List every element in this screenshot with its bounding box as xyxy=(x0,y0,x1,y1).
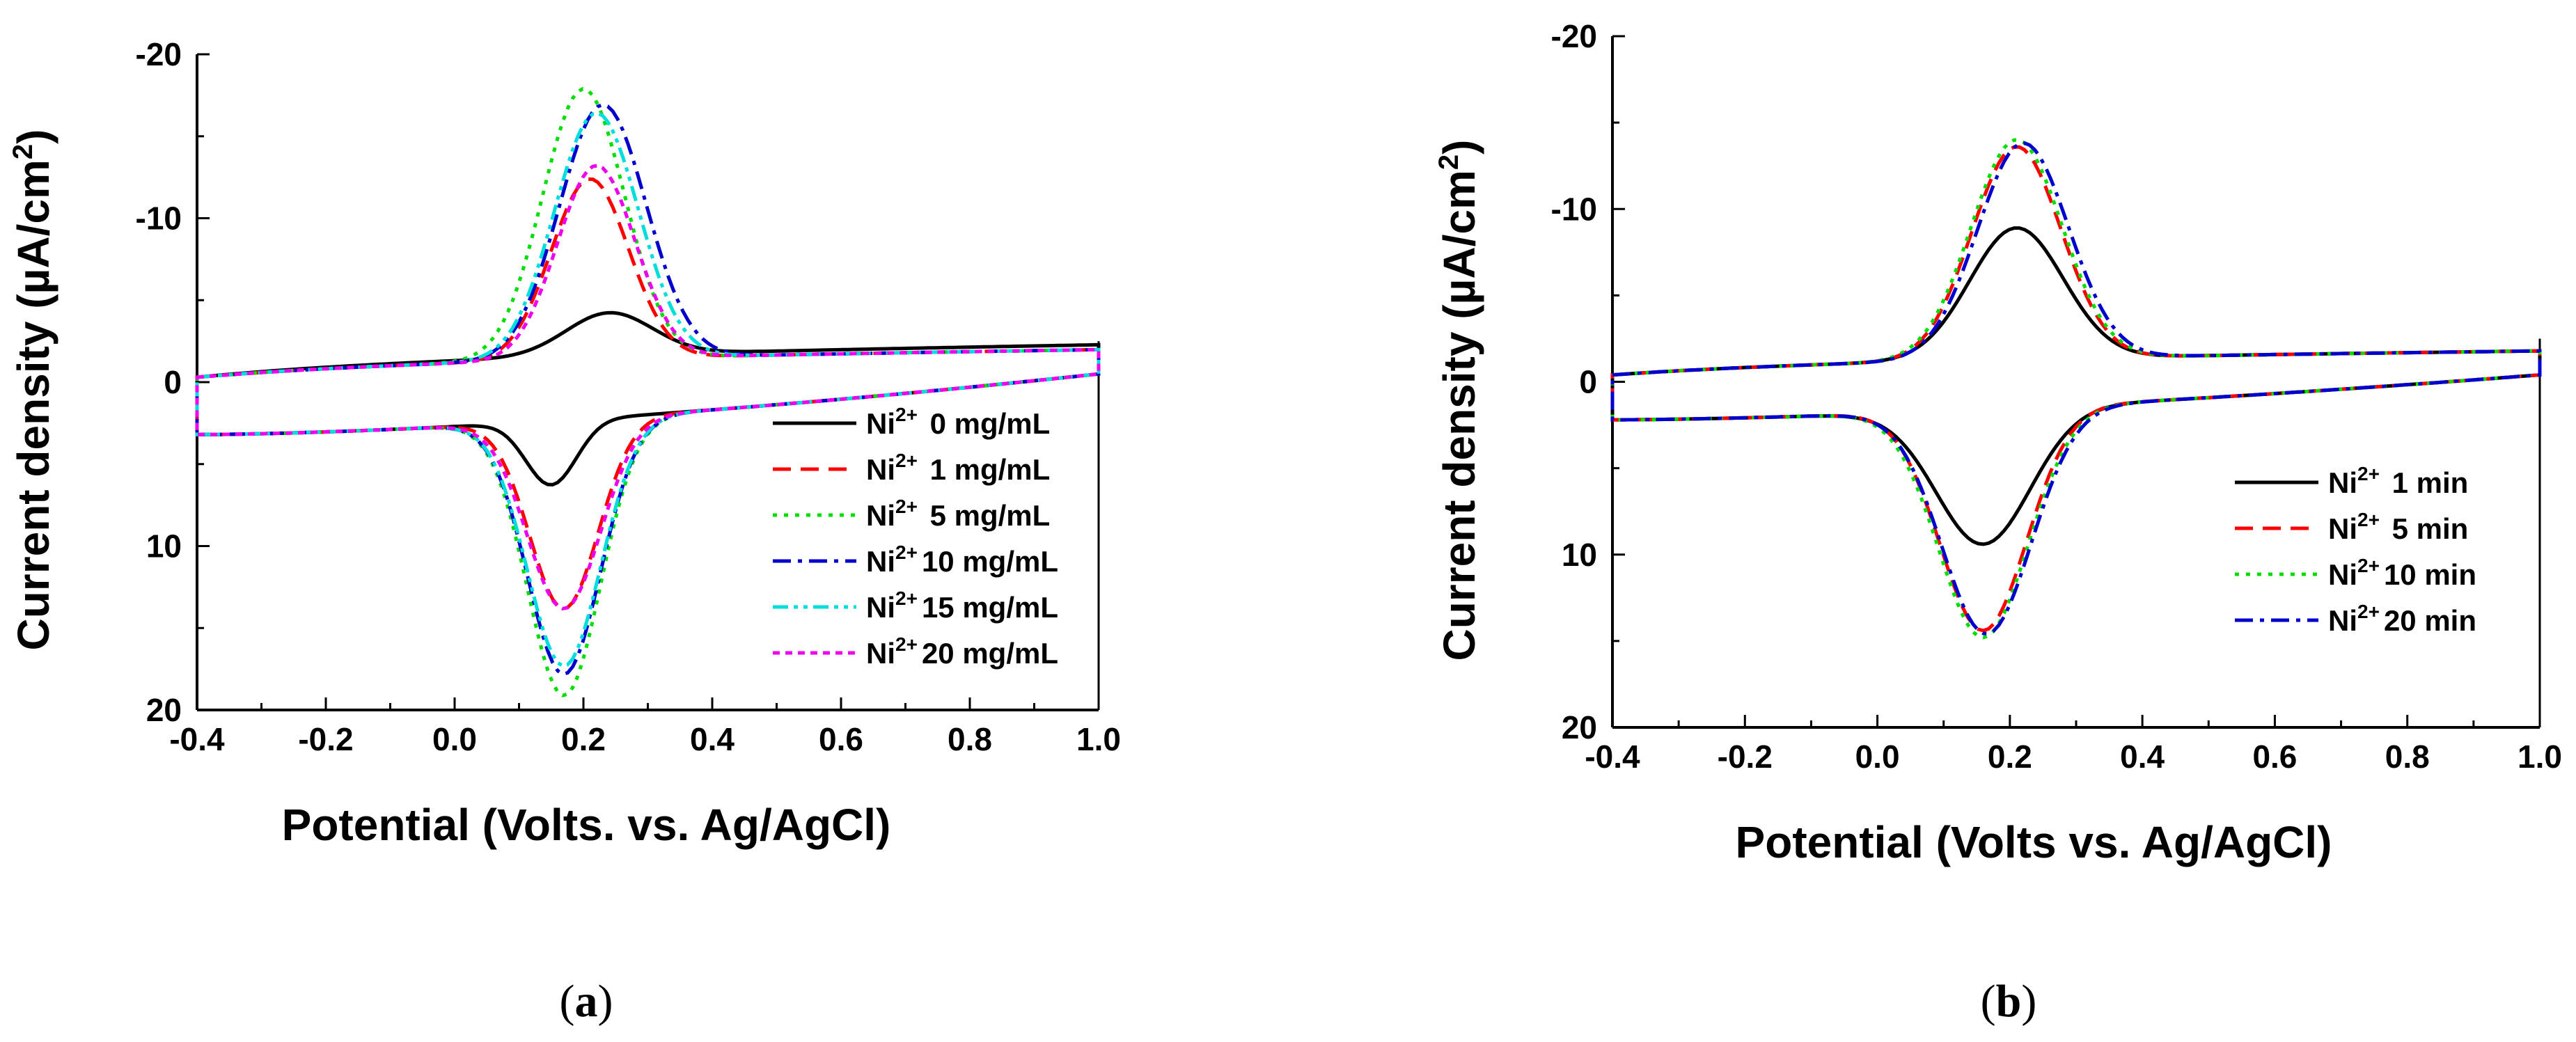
legend-label-4: Ni2+ 20 min xyxy=(2328,601,2476,637)
legend-label-2: Ni2+ 5 min xyxy=(2328,509,2468,545)
y-tick-label: 10 xyxy=(146,528,182,565)
series-line-5 xyxy=(195,111,1101,668)
x-tick-label: 0.6 xyxy=(2252,739,2297,775)
x-tick-label: -0.2 xyxy=(1718,739,1773,775)
x-tick-label: 0.4 xyxy=(690,721,735,757)
y-tick-label: 20 xyxy=(1562,709,1597,745)
svg-text:Current density (µA/cm2): Current density (µA/cm2) xyxy=(1434,140,1484,661)
x-tick-label: 0.2 xyxy=(561,721,606,757)
panel-a-y-axis-label: Current density (µA/cm2) xyxy=(8,129,58,651)
legend-label-5: Ni2+ 15 mg/mL xyxy=(866,587,1058,624)
panel-b: -0.4 -0.2 0.0 0.2 0.4 0.6 0.8 1.0 -20 -10 0 10 20 Ni2… xyxy=(1434,18,2562,1027)
panel-b-y-axis-label: Current density (µA/cm2) xyxy=(1434,140,1484,661)
y-tick-label: -10 xyxy=(1551,191,1597,227)
legend-label-1: Ni2+ 0 mg/mL xyxy=(866,404,1050,440)
series-line-4 xyxy=(1610,141,2542,636)
panel-b-x-axis-label: Potential (Volts vs. Ag/AgCl) xyxy=(1736,817,2332,867)
series-line-6 xyxy=(195,164,1101,611)
legend-label-1: Ni2+ 1 min xyxy=(2328,463,2468,499)
svg-text:Current density (µA/cm2): Current density (µA/cm2) xyxy=(8,129,58,651)
panel-b-plot: -0.4 -0.2 0.0 0.2 0.4 0.6 0.8 1.0 -20 -10 0 10 20 Ni2… xyxy=(1551,18,2562,775)
legend-label-6: Ni2+ 20 mg/mL xyxy=(866,633,1058,670)
legend-label-2: Ni2+ 1 mg/mL xyxy=(866,450,1050,486)
y-tick-label: 0 xyxy=(1579,364,1597,400)
y-tick-label: 20 xyxy=(146,692,182,728)
x-tick-label: 0.4 xyxy=(2120,739,2165,775)
x-tick-label: 1.0 xyxy=(1076,721,1121,757)
panel-b-caption: (b) xyxy=(1981,976,2037,1027)
panel-a-plot: -0.4 -0.2 0.0 0.2 0.4 0.6 0.8 1.0 -20 -10 0 10 20 Ni2… xyxy=(136,36,1121,757)
x-tick-label: 0.0 xyxy=(1855,739,1900,775)
legend-label-3: Ni2+ 5 mg/mL xyxy=(866,496,1050,532)
series-line-2 xyxy=(195,177,1101,611)
y-tick-label: -20 xyxy=(1551,18,1597,54)
x-tick-label: 0.8 xyxy=(948,721,992,757)
x-tick-label: 0.8 xyxy=(2385,739,2430,775)
legend-label-3: Ni2+ 10 min xyxy=(2328,555,2476,591)
panel-a-x-axis-label: Potential (Volts. vs. Ag/AgCl) xyxy=(282,800,891,850)
y-tick-label: 10 xyxy=(1562,537,1597,573)
x-tick-label: -0.4 xyxy=(1585,739,1640,775)
x-tick-label: 0.6 xyxy=(819,721,863,757)
x-tick-label: -0.4 xyxy=(169,721,225,757)
x-tick-label: 0.0 xyxy=(432,721,477,757)
x-tick-label: 0.2 xyxy=(1988,739,2032,775)
y-tick-label: -10 xyxy=(136,200,182,237)
panel-a: -0.4 -0.2 0.0 0.2 0.4 0.6 0.8 1.0 -20 -10 0 10 20 Ni2… xyxy=(8,36,1121,1027)
y-tick-label: 0 xyxy=(164,364,182,400)
x-tick-label: 1.0 xyxy=(2518,739,2562,775)
panel-a-caption: (a) xyxy=(560,976,613,1027)
legend-label-4: Ni2+ 10 mg/mL xyxy=(866,542,1058,578)
y-tick-label: -20 xyxy=(136,36,182,72)
x-tick-label: -0.2 xyxy=(298,721,353,757)
